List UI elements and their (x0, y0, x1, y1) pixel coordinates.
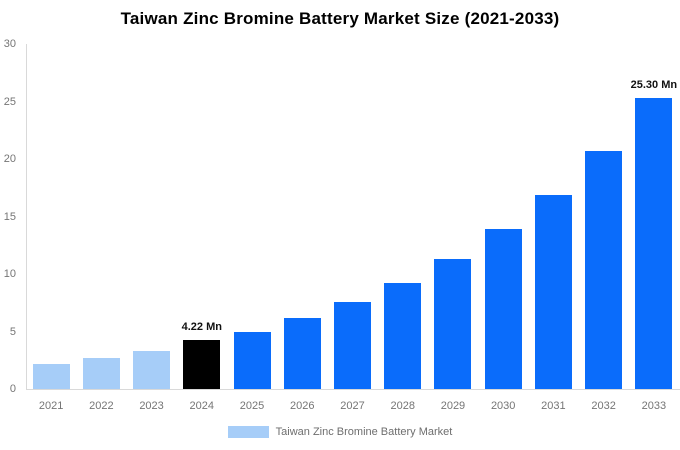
legend[interactable]: Taiwan Zinc Bromine Battery Market (0, 426, 680, 438)
chart-title: Taiwan Zinc Bromine Battery Market Size … (120, 9, 560, 28)
x-tick-2021: 2021 (38, 400, 64, 412)
bar-2022[interactable] (82, 357, 120, 389)
y-tick-25: 25 (3, 95, 16, 108)
x-tick-2030: 2030 (490, 400, 516, 412)
x-tick-2028: 2028 (390, 400, 415, 412)
bar-2024[interactable] (183, 340, 221, 389)
value-label-2033: 25.30 Mn (630, 79, 678, 92)
y-tick-0: 0 (9, 383, 16, 395)
x-tick-2024: 2024 (189, 400, 215, 412)
x-axis-line (26, 389, 680, 390)
x-tick-2022: 2022 (89, 400, 114, 412)
y-tick-15: 15 (3, 210, 16, 223)
bar-2025[interactable] (233, 331, 271, 389)
x-tick-2025: 2025 (239, 400, 265, 412)
y-tick-30: 30 (3, 38, 16, 50)
y-tick-10: 10 (3, 268, 16, 280)
x-tick-2032: 2032 (591, 400, 616, 412)
y-tick-5: 5 (9, 325, 16, 338)
x-tick-2026: 2026 (290, 400, 315, 412)
x-tick-2031: 2031 (541, 400, 566, 412)
x-tick-2029: 2029 (440, 400, 466, 412)
bar-2033[interactable] (635, 98, 673, 389)
legend-swatch (227, 426, 269, 438)
x-tick-2027: 2027 (340, 400, 365, 412)
x-tick-2033: 2033 (641, 400, 667, 412)
bar-2028[interactable] (384, 283, 422, 389)
value-label-2024: 4.22 Mn (181, 321, 222, 334)
bar-2023[interactable] (133, 351, 171, 389)
bar-2026[interactable] (283, 317, 321, 389)
y-tick-20: 20 (3, 153, 16, 165)
y-axis-line (26, 44, 27, 389)
bar-2027[interactable] (334, 301, 371, 389)
legend-label: Taiwan Zinc Bromine Battery Market (275, 426, 453, 438)
bar-2029[interactable] (434, 259, 472, 389)
bar-2032[interactable] (585, 150, 623, 389)
x-tick-2023: 2023 (139, 400, 164, 412)
bar-2031[interactable] (534, 194, 572, 389)
bar-2021[interactable] (32, 363, 70, 389)
bar-2030[interactable] (484, 229, 522, 389)
